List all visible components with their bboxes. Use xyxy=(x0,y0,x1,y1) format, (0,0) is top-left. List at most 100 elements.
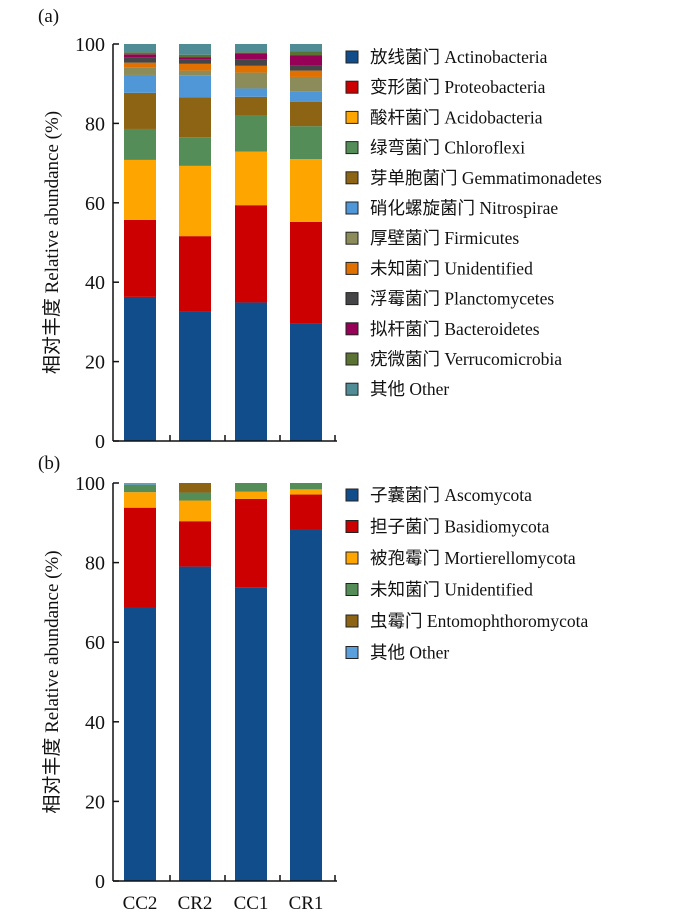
bar-segment xyxy=(124,62,156,68)
bar-segment xyxy=(290,55,322,66)
bar-segment xyxy=(124,92,156,129)
bar-segment xyxy=(124,607,156,881)
bar-segment xyxy=(235,587,267,881)
legend-label: 疣微菌门 Verrucomicrobia xyxy=(370,349,562,369)
x-tick-label: CC1 xyxy=(234,893,269,914)
bar-segment xyxy=(290,159,322,222)
bar-segment xyxy=(290,494,322,530)
bar-segment xyxy=(290,323,322,441)
bar-segment xyxy=(179,566,211,881)
legend: 放线菌门 Actinobacteria 变形菌门 Proteobacteria 酸杆… xyxy=(345,47,602,399)
bar-segment xyxy=(124,57,156,63)
y-tick-label: 20 xyxy=(85,352,105,374)
y-tick-label: 40 xyxy=(85,712,105,734)
bar-segment xyxy=(235,498,267,588)
bar-segment xyxy=(290,51,322,56)
bar-segment xyxy=(235,302,267,441)
bar-segment xyxy=(235,96,267,116)
legend-swatch xyxy=(345,80,359,94)
bar-segment xyxy=(124,159,156,220)
legend-item: 变形菌门 Proteobacteria xyxy=(345,77,546,97)
legend-item: 拟杆菌门 Bacteroidetes xyxy=(345,319,540,339)
bar-segment xyxy=(290,221,322,324)
y-tick-label: 40 xyxy=(85,272,105,294)
legend-label: 未知菌门 Unidentified xyxy=(370,580,533,600)
bar-segment xyxy=(179,44,211,55)
bar-segment xyxy=(235,115,267,152)
bar-segment xyxy=(179,70,211,76)
legend-item: 未知菌门 Unidentified xyxy=(345,580,533,600)
legend-swatch xyxy=(345,292,359,306)
legend-swatch xyxy=(345,488,359,502)
legend-label: 变形菌门 Proteobacteria xyxy=(370,77,546,97)
bar-segment xyxy=(179,97,211,138)
bar-segment xyxy=(290,91,322,102)
panel-a-bacteria: (a) 相对丰度 Relative abundance (%) 0 20 40 60 80 1… xyxy=(38,6,602,453)
bar-stack-cr1 xyxy=(290,44,322,441)
panel-label: (b) xyxy=(38,453,60,474)
bar-segment xyxy=(179,63,211,71)
bar-segment xyxy=(235,44,267,53)
y-tick-label: 60 xyxy=(85,632,105,654)
bar-stack-cc2 xyxy=(124,44,156,441)
y-axis-title: 相对丰度 Relative abundance (%) xyxy=(41,111,63,374)
legend-swatch xyxy=(345,261,359,275)
bar-stack-cr2 xyxy=(179,483,211,881)
bar-segment xyxy=(179,483,211,493)
panel-b-fungi: (b) 相对丰度 Relative abundance (%) 0 20 40 60 80 1… xyxy=(38,453,588,914)
y-tick-label: 80 xyxy=(85,113,105,135)
legend-item: 浮霉菌门 Planctomycetes xyxy=(345,289,554,309)
bar-stack-cc1 xyxy=(235,483,267,881)
legend-label: 绿弯菌门 Chloroflexi xyxy=(370,138,525,158)
bar-segment xyxy=(290,529,322,881)
legend-label: 子囊菌门 Ascomycota xyxy=(370,485,532,505)
bar-segment xyxy=(235,483,267,492)
bar-segment xyxy=(179,57,211,60)
bar-stack-cr1 xyxy=(290,483,322,881)
bar-segment xyxy=(235,491,267,499)
legend-item: 虫霉门 Entomophthoromycota xyxy=(345,611,588,631)
bar-segment xyxy=(124,483,156,485)
bar-segment xyxy=(290,483,322,490)
legend-swatch xyxy=(345,646,359,659)
bar-segment xyxy=(179,311,211,441)
bar-segment xyxy=(290,101,322,127)
y-tick-label: 100 xyxy=(75,473,105,495)
bar-stack-cc1 xyxy=(235,44,267,441)
bar-segment xyxy=(124,484,156,493)
y-axis-title: 相对丰度 Relative abundance (%) xyxy=(41,550,63,813)
y-tick-label: 0 xyxy=(95,431,105,453)
legend-item: 被孢霉门 Mortierellomycota xyxy=(345,548,576,568)
y-tick-label: 60 xyxy=(85,193,105,215)
bar-segment xyxy=(290,489,322,495)
legend-item: 未知菌门 Unidentified xyxy=(345,258,533,278)
legend-swatch xyxy=(345,110,359,124)
bar-segment xyxy=(290,126,322,160)
legend-label: 其他 Other xyxy=(370,379,449,399)
y-tick-label: 80 xyxy=(85,553,105,575)
bar-segment xyxy=(179,492,211,501)
legend-item: 其他 Other xyxy=(345,643,449,663)
bar-segment xyxy=(235,72,267,89)
bar-segment xyxy=(235,65,267,73)
bar-segment xyxy=(179,500,211,522)
legend-label: 酸杆菌门 Acidobacteria xyxy=(370,107,543,127)
panel-label: (a) xyxy=(38,6,59,27)
legend-label: 浮霉菌门 Planctomycetes xyxy=(370,289,554,309)
y-tick-label: 20 xyxy=(85,791,105,813)
y-tick-label: 100 xyxy=(75,34,105,56)
legend-label: 被孢霉门 Mortierellomycota xyxy=(370,548,576,568)
legend-label: 硝化螺旋菌门 Nitrospirae xyxy=(370,198,558,218)
legend-label: 未知菌门 Unidentified xyxy=(370,258,533,278)
bar-segment xyxy=(235,59,267,66)
bar-segment xyxy=(124,492,156,508)
legend-label: 担子菌门 Basidiomycota xyxy=(370,517,550,537)
legend-label: 虫霉门 Entomophthoromycota xyxy=(370,611,588,631)
legend-label: 其他 Other xyxy=(370,643,449,663)
legend-label: 芽单胞菌门 Gemmatimonadetes xyxy=(370,168,602,188)
bar-segment xyxy=(179,54,211,58)
bar-segment xyxy=(179,137,211,166)
bar-segment xyxy=(179,75,211,98)
bar-segment xyxy=(235,88,267,97)
bar-segment xyxy=(124,296,156,441)
